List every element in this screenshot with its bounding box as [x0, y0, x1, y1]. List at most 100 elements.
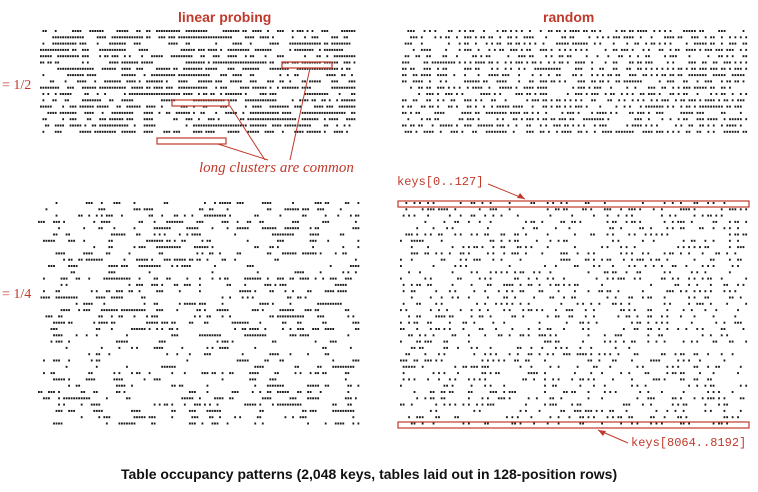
occupied-slot: [104, 93, 106, 95]
occupied-slot: [244, 283, 247, 286]
occupied-slot: [257, 48, 260, 51]
occupied-slot: [459, 309, 462, 312]
occupied-slot: [108, 290, 111, 293]
occupied-slot: [435, 302, 438, 305]
occupied-slot: [531, 118, 534, 121]
occupied-slot: [73, 397, 76, 400]
occupied-slot: [599, 86, 602, 89]
occupied-slot: [196, 258, 199, 261]
occupied-slot: [495, 353, 497, 356]
occupied-slot: [542, 130, 545, 133]
occupied-slot: [249, 277, 252, 280]
occupied-slot: [214, 422, 216, 425]
occupied-slot: [244, 277, 247, 280]
occupied-slot: [443, 315, 446, 318]
occupied-slot: [535, 227, 538, 230]
occupied-slot: [519, 365, 522, 368]
occupied-slot: [709, 302, 712, 305]
occupied-slot: [109, 67, 111, 70]
occupied-slot: [499, 42, 502, 45]
occupied-slot: [566, 42, 569, 45]
occupied-slot: [715, 48, 718, 51]
occupied-slot: [264, 124, 267, 127]
occupied-slot: [655, 340, 658, 343]
occupied-slot: [699, 30, 702, 32]
occupied-slot: [235, 111, 237, 114]
occupied-slot: [478, 309, 481, 312]
occupied-slot: [131, 130, 134, 133]
occupied-slot: [321, 67, 324, 70]
occupied-slot: [244, 321, 247, 324]
occupied-slot: [645, 124, 648, 127]
occupied-slot: [126, 118, 129, 121]
occupied-slot: [141, 220, 143, 223]
occupied-slot: [292, 290, 294, 293]
occupied-slot: [440, 239, 443, 242]
occupied-slot: [291, 30, 294, 32]
occupied-slot: [186, 359, 189, 362]
occupied-slot: [104, 105, 106, 108]
occupied-slot: [599, 124, 602, 127]
occupied-slot: [175, 55, 178, 58]
occupied-slot: [211, 416, 214, 419]
occupied-slot: [121, 99, 124, 102]
occupied-slot: [489, 346, 492, 349]
occupied-slot: [533, 271, 536, 274]
occupied-slot: [407, 105, 410, 108]
occupied-slot: [419, 340, 421, 343]
occupied-slot: [683, 99, 685, 102]
occupied-slot: [653, 30, 656, 32]
occupied-slot: [118, 378, 121, 381]
occupied-slot: [729, 118, 731, 121]
occupied-slot: [161, 321, 164, 324]
occupied-slot: [410, 233, 413, 236]
occupied-slot: [602, 111, 604, 114]
occupied-slot: [80, 214, 83, 217]
occupied-slot: [577, 130, 580, 133]
occupied-slot: [185, 42, 188, 45]
occupied-slot: [199, 290, 201, 293]
occupied-slot: [111, 118, 114, 121]
occupied-slot: [472, 80, 475, 83]
occupied-slot: [200, 48, 203, 51]
occupied-slot: [571, 391, 574, 393]
occupied-slot: [200, 67, 203, 70]
occupied-slot: [514, 315, 516, 318]
occupied-slot: [728, 233, 731, 236]
occupied-slot: [415, 99, 418, 102]
occupied-slot: [416, 416, 419, 419]
occupied-slot: [307, 277, 309, 280]
occupied-slot: [473, 258, 476, 261]
occupied-slot: [216, 309, 219, 312]
occupied-slot: [210, 93, 213, 95]
occupied-slot: [680, 227, 682, 230]
occupied-slot: [347, 409, 350, 412]
occupied-slot: [663, 296, 666, 299]
occupied-slot: [166, 239, 169, 242]
occupied-slot: [522, 378, 525, 381]
occupied-slot: [165, 130, 168, 133]
occupied-slot: [118, 346, 121, 349]
occupied-slot: [446, 346, 449, 349]
occupied-slot: [497, 290, 500, 293]
occupied-slot: [311, 36, 314, 39]
occupied-slot: [347, 271, 350, 274]
occupied-slot: [402, 359, 405, 362]
occupied-slot: [274, 258, 277, 261]
occupied-slot: [244, 93, 247, 95]
occupied-slot: [190, 93, 193, 95]
occupied-slot: [683, 80, 685, 83]
occupied-slot: [604, 130, 607, 133]
occupied-slot: [191, 391, 194, 393]
occupied-slot: [677, 359, 680, 362]
occupied-slot: [726, 80, 729, 83]
occupied-slot: [520, 61, 523, 64]
occupied-slot: [699, 302, 701, 305]
occupied-slot: [281, 80, 284, 83]
occupied-slot: [287, 315, 289, 318]
occupied-slot: [188, 86, 190, 89]
occupied-slot: [48, 296, 50, 299]
occupied-slot: [113, 271, 116, 274]
occupied-slot: [333, 74, 336, 77]
occupied-slot: [462, 365, 465, 368]
